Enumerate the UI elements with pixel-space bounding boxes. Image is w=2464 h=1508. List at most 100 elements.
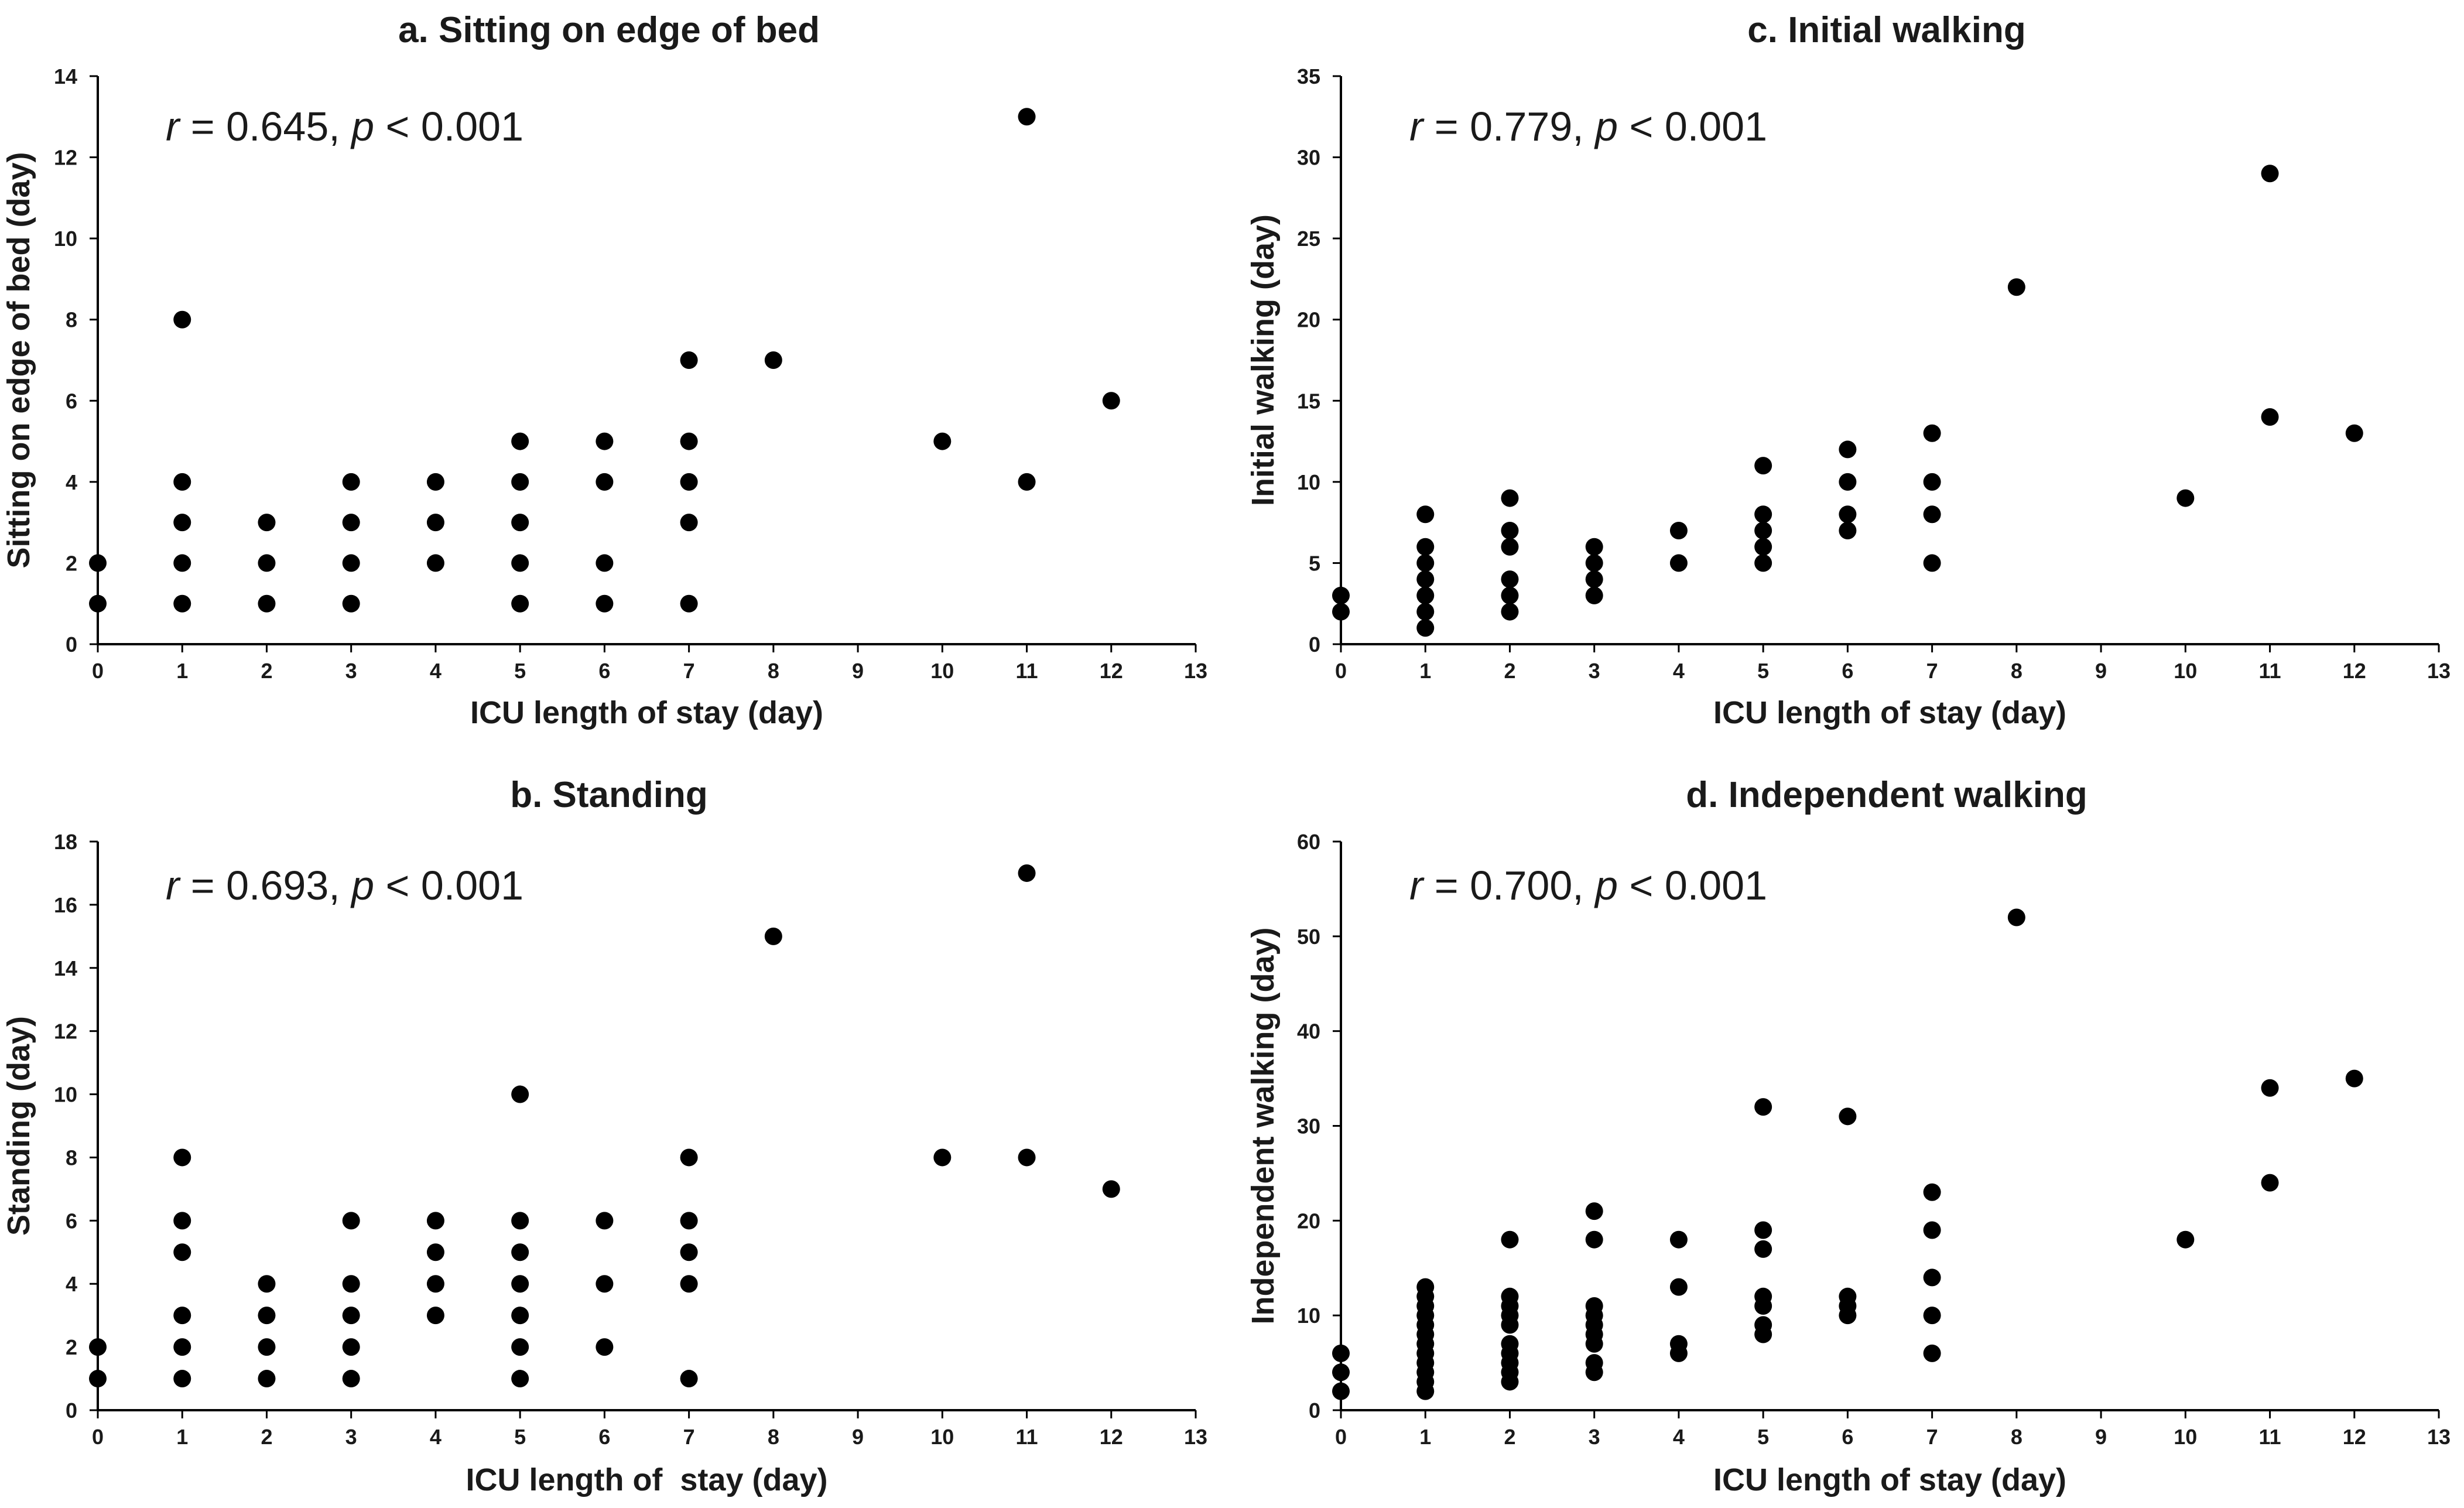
stat-value: = 0.645, [179,104,351,149]
x-tick-label: 3 [345,1425,357,1449]
data-point [1839,1287,1857,1305]
data-point [1332,1382,1350,1400]
data-point [1018,473,1036,491]
data-point [342,1307,360,1325]
data-point [1416,554,1435,572]
data-point [426,554,444,572]
stat-value: < 0.001 [1618,863,1767,908]
data-point [342,514,360,532]
data-point [258,594,276,613]
data-point [342,1338,360,1356]
y-tick-label: 14 [54,956,77,980]
y-tick-label: 6 [66,1209,77,1233]
data-point [1501,522,1519,539]
data-point [1585,554,1603,572]
data-point [680,432,698,450]
data-point [1923,1221,1941,1239]
x-tick-label: 4 [430,659,442,683]
x-tick-label: 7 [683,1425,695,1449]
y-tick-label: 0 [66,632,77,656]
x-axis-label: ICU length of stay (day) [1713,1462,2066,1497]
data-point [1754,505,1772,524]
x-tick-label: 9 [2095,1425,2107,1449]
data-point [680,1370,698,1388]
x-tick-label: 6 [598,1425,610,1449]
data-point [1839,522,1857,539]
x-tick-label: 0 [1335,659,1347,683]
x-tick-label: 2 [1504,659,1515,683]
y-tick-label: 12 [54,1020,77,1044]
data-point [596,594,614,613]
y-tick-label: 14 [54,64,77,88]
x-tick-label: 4 [430,1425,442,1449]
data-point [1332,586,1350,604]
data-point [511,1338,529,1356]
data-point [511,554,529,572]
data-point [933,1148,952,1167]
data-point [680,351,698,369]
x-tick-label: 12 [1100,659,1123,683]
data-point [2007,908,2025,926]
data-point [1839,1107,1857,1126]
data-point [1332,603,1350,621]
data-point [2261,1174,2279,1192]
data-point [1585,586,1603,604]
y-tick-label: 60 [1297,830,1320,854]
correlation-annotation: r = 0.693, p < 0.001 [166,863,523,908]
data-point [1754,1221,1772,1239]
x-tick-label: 0 [92,1425,104,1449]
data-point [1501,1230,1519,1249]
y-tick-label: 18 [54,830,77,854]
data-point [1754,457,1772,475]
y-tick-label: 12 [54,146,77,170]
x-tick-label: 5 [514,1425,526,1449]
data-point [1923,1307,1941,1325]
data-point [173,1338,191,1356]
data-point [1585,570,1603,589]
data-point [342,1212,360,1230]
data-point [173,594,191,613]
x-tick-label: 2 [261,659,272,683]
stat-symbol: p [350,104,374,149]
x-tick-label: 12 [1100,1425,1123,1449]
data-point [933,432,952,450]
y-tick-label: 50 [1297,925,1320,949]
data-point [258,1307,276,1325]
data-point [511,594,529,613]
x-tick-label: 8 [2011,659,2022,683]
data-point [2345,424,2363,442]
data-point [1754,554,1772,572]
data-point [1018,1148,1036,1167]
data-point [511,1243,529,1261]
data-point [342,1370,360,1388]
x-tick-label: 3 [1589,1425,1600,1449]
data-point [2261,1079,2279,1097]
data-point [1923,473,1941,491]
data-point [1501,538,1519,556]
stat-value: = 0.700, [1423,863,1595,908]
data-point [1754,1316,1772,1334]
data-point [680,473,698,491]
stat-symbol: p [1594,104,1618,149]
data-point [1501,570,1519,589]
data-point [596,1275,614,1293]
y-tick-label: 0 [1309,632,1320,656]
data-point [1416,1278,1435,1296]
x-tick-label: 0 [1335,1425,1347,1449]
stat-value: = 0.779, [1423,104,1595,149]
y-axis-label: Initial walking (day) [1245,214,1281,506]
data-point [1839,473,1857,491]
x-tick-label: 1 [1419,659,1431,683]
stat-symbol: r [166,863,181,908]
y-tick-label: 20 [1297,1209,1320,1233]
y-tick-label: 35 [1297,64,1320,88]
x-tick-label: 5 [514,659,526,683]
x-tick-label: 6 [1842,659,1853,683]
y-tick-label: 0 [1309,1398,1320,1422]
stat-value: < 0.001 [374,104,523,149]
data-point [1332,1344,1350,1362]
stat-symbol: r [1409,863,1425,908]
y-tick-label: 4 [66,1272,77,1296]
data-point [1585,1202,1603,1220]
